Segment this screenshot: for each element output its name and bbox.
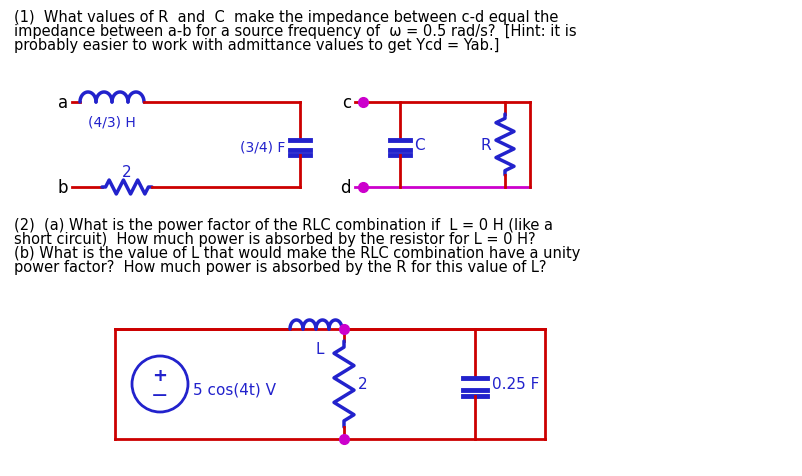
Text: a: a [58, 94, 68, 112]
Text: (b) What is the value of L that would make the RLC combination have a unity: (b) What is the value of L that would ma… [14, 246, 581, 260]
Text: probably easier to work with admittance values to get Ycd = Yab.]: probably easier to work with admittance … [14, 38, 500, 53]
Text: impedance between a-b for a source frequency of  ω = 0.5 rad/s?  [Hint: it is: impedance between a-b for a source frequ… [14, 24, 577, 39]
Text: (2)  (a) What is the power factor of the RLC combination if  L = 0 H (like a: (2) (a) What is the power factor of the … [14, 218, 553, 232]
Text: 2: 2 [122, 165, 132, 180]
Text: −: − [152, 385, 168, 405]
Text: C: C [414, 138, 424, 153]
Text: (3/4) F: (3/4) F [240, 140, 285, 154]
Text: (1)  What values of R  and  C  make the impedance between c-d equal the: (1) What values of R and C make the impe… [14, 10, 558, 25]
Text: R: R [480, 138, 491, 153]
Text: power factor?  How much power is absorbed by the R for this value of L?: power factor? How much power is absorbed… [14, 259, 546, 275]
Text: +: + [152, 366, 168, 384]
Text: c: c [342, 94, 351, 112]
Text: 0.25 F: 0.25 F [492, 377, 540, 392]
Text: (4/3) H: (4/3) H [88, 115, 136, 129]
Text: 2: 2 [358, 377, 367, 392]
Text: b: b [58, 178, 68, 197]
Text: L: L [316, 341, 324, 356]
Text: 5 cos(4t) V: 5 cos(4t) V [193, 382, 276, 397]
Text: d: d [341, 178, 351, 197]
Text: short circuit)  How much power is absorbed by the resistor for L = 0 H?: short circuit) How much power is absorbe… [14, 231, 536, 247]
